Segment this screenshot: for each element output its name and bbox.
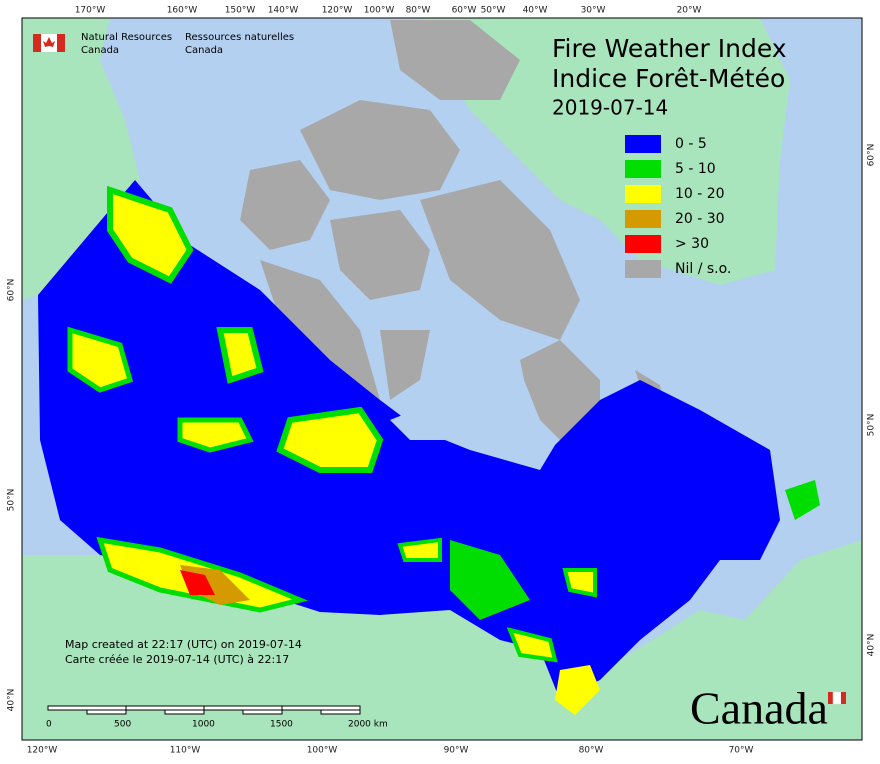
wordmark-flag [828, 691, 846, 705]
agency-en: Natural Resources [81, 32, 172, 43]
patch [785, 480, 820, 520]
agency-en: Canada [81, 45, 119, 56]
frame-border [21, 17, 863, 741]
latitude-label: 40°N [7, 689, 17, 712]
patch [180, 570, 215, 595]
latitude-label: 60°N [867, 144, 877, 167]
island [380, 330, 430, 400]
legend-swatch [625, 260, 661, 278]
scale-bar-label: 500 [114, 720, 131, 730]
longitude-label: 120°W [322, 6, 353, 16]
flag-band [828, 692, 833, 704]
alaska [22, 18, 140, 300]
longitude-label: 20°W [677, 6, 702, 16]
scale-bar-segment [125, 705, 205, 711]
island [300, 100, 460, 200]
agency-fr: Ressources naturelles [185, 32, 294, 43]
longitude-label: 150°W [225, 6, 256, 16]
note: Map created at 22:17 (UTC) on 2019-07-14 [65, 638, 302, 651]
legend-swatch [625, 160, 661, 178]
longitude-label: 80°W [579, 746, 604, 756]
flag-band [57, 34, 65, 52]
patch [177, 417, 254, 453]
map-frame [21, 17, 863, 741]
longitude-label: 80°W [406, 6, 431, 16]
scale-bar-label: 1500 [270, 720, 293, 730]
legend-label: Nil / s.o. [675, 261, 731, 277]
patch [397, 537, 442, 562]
note: Carte créée le 2019-07-14 (UTC) à 22:17 [65, 653, 289, 666]
title: Indice Forêt-Météo [552, 64, 785, 93]
legend-label: > 30 [675, 236, 709, 252]
nrcan-logo: Natural Resources Canada Ressources natu… [33, 32, 294, 56]
longitude-label: 90°W [444, 746, 469, 756]
scale-bar-segment [164, 709, 205, 715]
patch [450, 540, 530, 620]
maple-leaf [43, 37, 55, 47]
longitude-label: 100°W [307, 746, 338, 756]
legend-label: 10 - 20 [675, 186, 725, 202]
longitude-label: 140°W [268, 6, 299, 16]
flag-band [33, 34, 41, 52]
scale-bar-segment [86, 709, 127, 715]
island [390, 20, 520, 100]
longitude-label: 110°W [170, 746, 201, 756]
legend-swatch [625, 185, 661, 203]
title: Fire Weather Index [552, 34, 787, 63]
wordmark: Canada [690, 683, 828, 734]
flag-center [832, 691, 842, 705]
patch [216, 327, 264, 384]
legend-swatch [625, 235, 661, 253]
fwi-patches [67, 185, 820, 715]
island [420, 180, 580, 340]
patch [555, 665, 600, 715]
legend-swatch [625, 210, 661, 228]
legend-label: 5 - 10 [675, 161, 716, 177]
longitude-label: 50°W [481, 6, 506, 16]
latitude-label: 50°N [7, 489, 17, 512]
patch [107, 185, 194, 284]
longitude-label: 160°W [167, 6, 198, 16]
longitude-label: 120°W [27, 746, 58, 756]
patch [276, 406, 384, 473]
longitude-label: 40°W [523, 6, 548, 16]
agency-fr: Canada [185, 45, 223, 56]
longitude-label: 170°W [75, 6, 106, 16]
latitude-label: 60°N [7, 279, 17, 302]
mainland-north [260, 260, 380, 400]
latitude-label: 50°N [867, 414, 877, 437]
scale-bar-segment [47, 705, 127, 711]
scale-bar-segment [242, 709, 283, 715]
scale-bar-segment [203, 705, 283, 711]
date: 2019-07-14 [552, 96, 668, 120]
longitude-label: 60°W [452, 6, 477, 16]
latitude-label: 40°N [867, 634, 877, 657]
legend-swatch [625, 135, 661, 153]
scale-bar-label: 0 [46, 720, 52, 730]
flag-band [841, 692, 846, 704]
patch [506, 627, 558, 663]
legend-label: 0 - 5 [675, 136, 707, 152]
patch [562, 568, 597, 598]
longitude-label: 30°W [581, 6, 606, 16]
island [520, 340, 600, 440]
island [240, 160, 330, 250]
longitude-label: 100°W [364, 6, 395, 16]
scale-bar-segment [281, 705, 361, 711]
patch [67, 326, 134, 393]
greenland [420, 18, 790, 285]
legend-label: 20 - 30 [675, 211, 725, 227]
hudson-bay [390, 360, 552, 466]
island [330, 210, 430, 300]
scale-bar-label: 2000 km [348, 720, 388, 730]
scale-bar-segment [320, 709, 361, 715]
scale-bar-label: 1000 [192, 720, 215, 730]
longitude-label: 70°W [729, 746, 754, 756]
